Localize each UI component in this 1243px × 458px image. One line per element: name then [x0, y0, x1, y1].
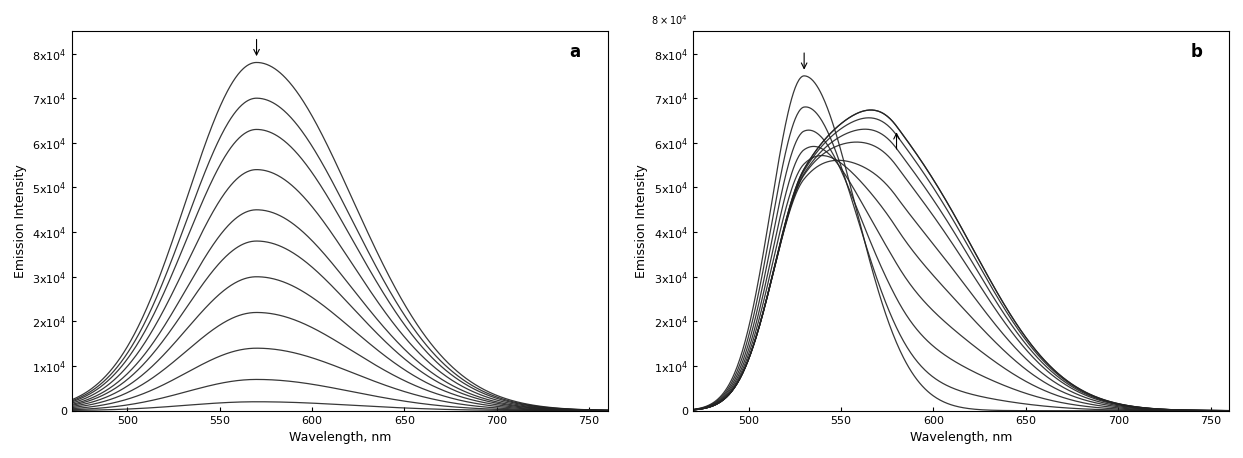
Text: b: b [1191, 43, 1202, 60]
Y-axis label: Emission Intensity: Emission Intensity [635, 164, 649, 278]
Text: $8\times10^4$: $8\times10^4$ [651, 14, 687, 27]
X-axis label: Wavelength, nm: Wavelength, nm [288, 431, 390, 444]
Text: a: a [569, 43, 580, 60]
X-axis label: Wavelength, nm: Wavelength, nm [910, 431, 1012, 444]
Y-axis label: Emission Intensity: Emission Intensity [14, 164, 27, 278]
